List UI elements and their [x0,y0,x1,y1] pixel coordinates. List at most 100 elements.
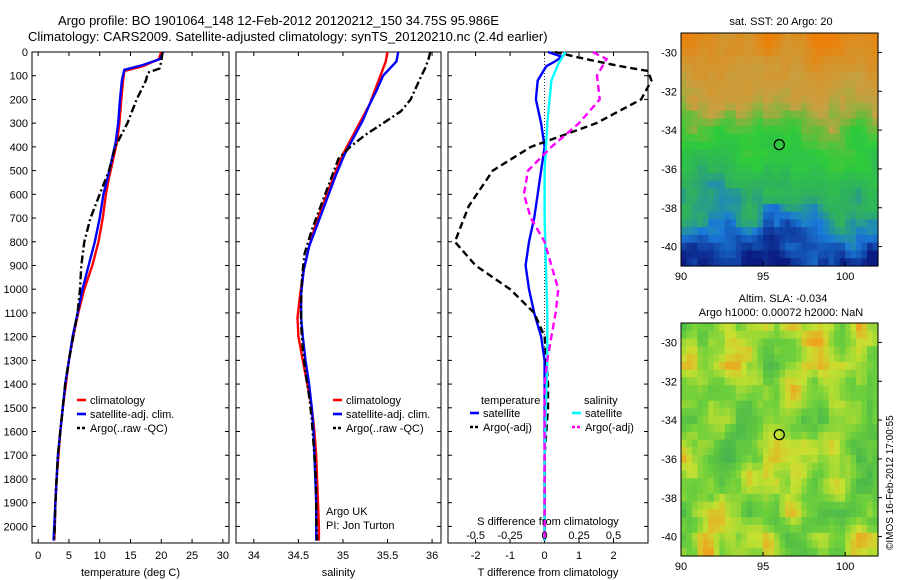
map-cell [872,462,879,472]
map-cell [686,330,693,340]
map-cell [681,455,688,464]
map-cell [817,258,824,267]
map-cell [768,532,775,542]
map-cell [730,95,737,104]
map-cell [779,408,786,417]
map-cell [741,203,748,213]
map-cell [686,165,693,174]
map-cell [713,338,720,347]
map-cell [856,330,863,340]
map-cell [795,493,802,503]
map-cell [845,149,852,158]
map-cell [697,102,704,112]
map-cell [861,33,868,42]
map-cell [741,447,748,456]
map-cell [702,361,709,371]
map-cell [784,447,792,456]
map-cell [702,323,709,332]
map-cell [708,172,715,182]
map-cell [806,431,813,441]
map-cell [861,493,868,503]
map-cell [817,330,824,340]
map-cell [861,180,868,189]
map-cell [812,330,819,340]
map-cell [735,486,742,495]
map-cell [779,40,786,50]
map-cell [872,455,879,464]
map-cell [763,188,770,197]
map-cell [790,71,797,81]
map-cell [697,377,704,386]
map-cell [713,408,720,417]
map-cell [697,517,704,526]
map-cell [713,71,720,81]
map-cell [856,203,863,213]
map-cell [768,126,775,135]
map-cell [774,149,781,158]
map-cell [801,416,808,425]
map-cell [702,548,709,557]
map-cell [708,486,715,495]
map-cell [752,79,759,88]
map-cell [713,400,720,410]
map-cell [768,447,775,456]
map-cell [724,71,731,81]
map-cell [757,486,764,495]
map-cell [741,188,748,197]
map-cell [746,377,753,386]
map-cell [867,219,874,228]
map-cell [757,56,764,65]
map-cell [719,408,726,417]
map-cell [697,478,704,487]
x-tick-label: 5 [66,550,72,562]
map-cell [768,478,775,487]
map-cell [790,258,797,267]
map-cell [713,157,720,166]
map-cell [681,346,688,355]
map-cell [784,133,792,143]
map-cell [790,501,797,510]
map-cell [724,33,731,42]
map-cell [806,33,813,42]
map-cell [741,408,748,417]
map-cell [708,71,715,81]
map-cell [752,408,759,417]
map-cell [697,64,704,73]
map-cell [801,439,808,448]
map-cell [872,188,879,197]
map-cell [856,377,863,386]
map-cell [719,242,726,252]
map-cell [768,196,775,205]
map-cell [812,532,819,542]
legend-label: climatology [90,395,146,407]
map-cell [784,64,792,73]
map-cell [768,227,775,236]
map-cell [784,377,792,386]
map-cell [801,377,808,386]
map-cell [801,470,808,479]
map-cell [861,346,868,355]
map-cell [730,470,737,479]
map-cell [784,234,792,244]
map-cell [828,423,835,433]
map-cell [757,524,764,534]
map-cell [746,455,753,464]
map-cell [828,102,835,112]
map-cell [691,188,699,197]
map-cell [795,548,802,557]
map-cell [861,79,868,88]
legend-label: satellite [585,408,622,420]
y-tick-label: 2000 [4,521,28,533]
map-cell [730,540,737,549]
map-cell [724,548,731,557]
sla-map-subtitle: Argo h1000: 0.00072 h2000: NaN [699,307,864,319]
map-cell [817,493,824,503]
map-cell [850,157,857,166]
map-cell [845,431,852,441]
map-cell [686,172,693,182]
map-cell [845,64,852,73]
map-cell [746,79,753,88]
map-cell [834,524,841,534]
map-cell [828,188,835,197]
map-cell [741,110,748,120]
